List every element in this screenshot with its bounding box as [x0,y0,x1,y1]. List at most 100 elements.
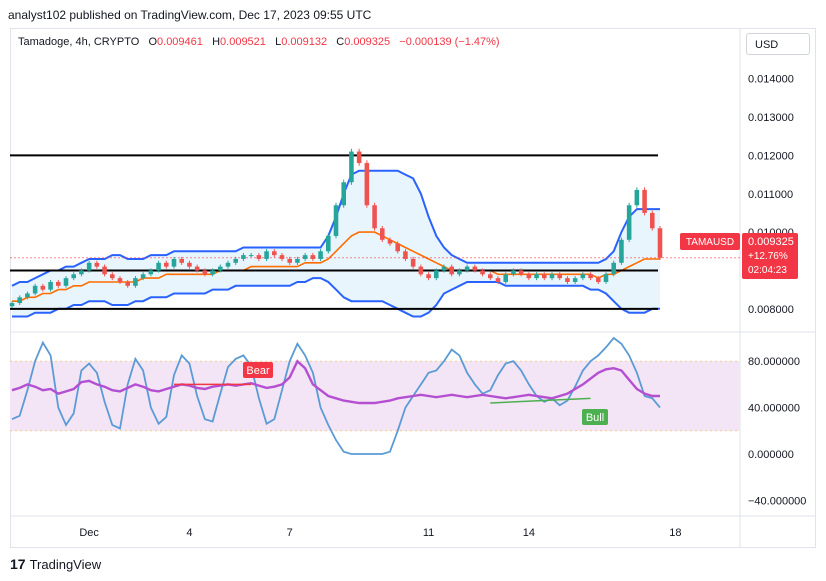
candle [441,264,447,273]
close-value: 0.009325 [344,36,391,48]
candle-body [595,278,601,282]
candle [565,276,570,284]
candle [156,260,161,273]
candle [410,256,416,269]
candle-body [79,270,84,275]
candle-body [603,274,609,282]
candle [595,276,601,284]
price-tick-label: 0.013000 [748,112,794,124]
candle-body [179,258,185,263]
candle-body [511,270,516,275]
candle [125,279,131,288]
candle [325,233,331,254]
candle-body [318,251,323,259]
candle-body [9,303,15,307]
candle-body [349,151,354,183]
badge-symbol: TAMAUSD [686,237,734,248]
high-label: H [212,36,221,48]
candle [518,268,524,277]
candle-body [25,293,30,298]
candle-body [187,262,192,267]
candle [611,260,617,277]
candle-body [395,243,401,252]
candle-body [302,255,308,259]
candle-body [457,270,462,275]
candle-body [441,266,447,271]
candle-body [526,274,532,279]
candle [395,241,401,254]
footer-brand-text: TradingView [29,556,102,572]
candle-body [557,274,563,279]
price-tick-label: 0.014000 [748,74,794,86]
candle [572,276,578,284]
candle-body [541,274,547,279]
time-tick-label: 14 [523,527,535,539]
candle-body [156,262,161,271]
candle [657,225,663,260]
candle [503,272,509,284]
candle [549,272,555,281]
candle-body [325,235,331,252]
symbol-label: Tamadoge, 4h, CRYPTO [18,36,140,48]
candle [210,268,215,277]
candle-body [202,270,208,275]
candle [202,268,208,277]
candle-body [194,266,200,271]
candle [541,272,547,281]
candle [626,202,632,243]
candle-body [403,251,408,259]
price-axis: 0.0140000.0130000.0120000.0110000.010000… [748,74,794,316]
candle [140,272,146,281]
candle-body [256,255,262,259]
candle-body [480,270,485,275]
candle [25,291,30,300]
candle-body [109,274,115,279]
candle-body [464,266,470,271]
badge-price: 0.009325 [748,236,794,248]
candle [603,272,609,284]
candle-body [17,297,23,304]
candle-body [148,270,154,275]
candle [372,202,377,231]
candle [264,249,269,262]
price-tick-label: 0.011000 [748,189,793,201]
candle-body [410,258,416,267]
candle [464,264,470,273]
candle-body [649,212,655,229]
candle [233,256,239,265]
candle [171,256,177,269]
candle-body [55,281,61,286]
time-tick-label: 18 [669,527,681,539]
candle-body [295,258,300,263]
candle [403,249,408,262]
candle-body [210,270,215,275]
candle [163,260,169,269]
candle-body [32,285,38,294]
tradingview-logo-icon: 17 [10,556,26,572]
time-tick-label: Dec [79,527,99,539]
candle [580,272,586,281]
footer-brand[interactable]: 17 TradingView [10,556,101,572]
candle [71,272,77,281]
candle [9,301,15,309]
candle [318,249,323,262]
candle [187,260,192,269]
bull-label: Bull [582,409,608,425]
candle [557,272,563,281]
candle [63,276,69,288]
candle [48,279,53,292]
low-label: L [275,36,282,48]
candle-body [379,228,385,240]
price-tick-label: 0.012000 [748,150,794,162]
close-label: C [336,36,345,48]
chart-frame: 0.0140000.0130000.0120000.0110000.010000… [9,28,816,548]
candle-body [310,255,316,259]
candle [526,272,532,281]
currency-button[interactable]: USD [746,33,810,55]
candle-body [140,274,146,279]
time-axis: Dec 4 7 11 14 18 [79,527,681,539]
candle-body [657,228,663,258]
candle-body [472,266,478,271]
candle [194,264,200,273]
candle-body [71,274,77,279]
